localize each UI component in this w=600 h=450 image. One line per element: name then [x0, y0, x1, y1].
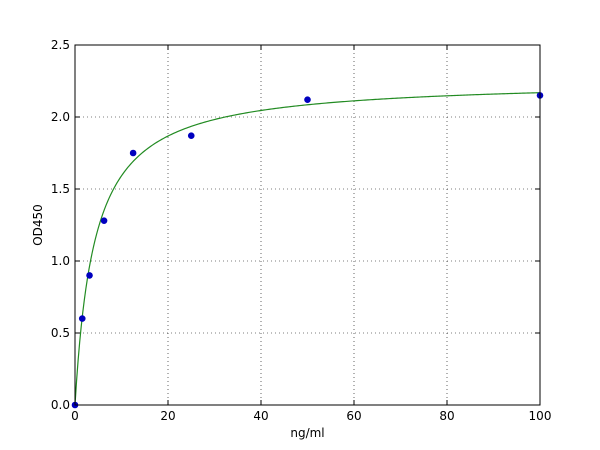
y-tick-label: 2.0 [51, 110, 70, 124]
x-tick-label: 0 [71, 409, 79, 423]
y-tick-label: 0.5 [51, 326, 70, 340]
x-tick-label: 100 [529, 409, 552, 423]
x-tick-label: 60 [346, 409, 361, 423]
data-point [129, 149, 137, 157]
grid-lines [75, 45, 540, 405]
fit-curve-layer [74, 92, 541, 406]
x-tick-label: 20 [160, 409, 175, 423]
x-tick-labels: 0 20 40 60 80 100 [71, 409, 551, 423]
plot-frame [74, 44, 541, 406]
x-tick-label: 80 [439, 409, 454, 423]
y-tick-label: 2.5 [51, 38, 70, 52]
data-point [78, 315, 86, 322]
data-point [304, 96, 311, 104]
y-tick-label: 1.0 [51, 254, 70, 268]
x-axis-label: ng/ml [290, 426, 324, 440]
data-point [100, 217, 108, 224]
y-axis-label: OD450 [31, 204, 45, 246]
y-tick-labels: 0.0 0.5 1.0 1.5 2.0 2.5 [51, 38, 70, 412]
data-point [86, 272, 93, 279]
y-tick-label: 0.0 [51, 398, 70, 412]
data-point [187, 132, 195, 140]
y-tick-label: 1.5 [51, 182, 70, 196]
fit-curve-line [74, 92, 541, 406]
tick-marks [74, 44, 541, 406]
x-tick-label: 40 [253, 409, 268, 423]
